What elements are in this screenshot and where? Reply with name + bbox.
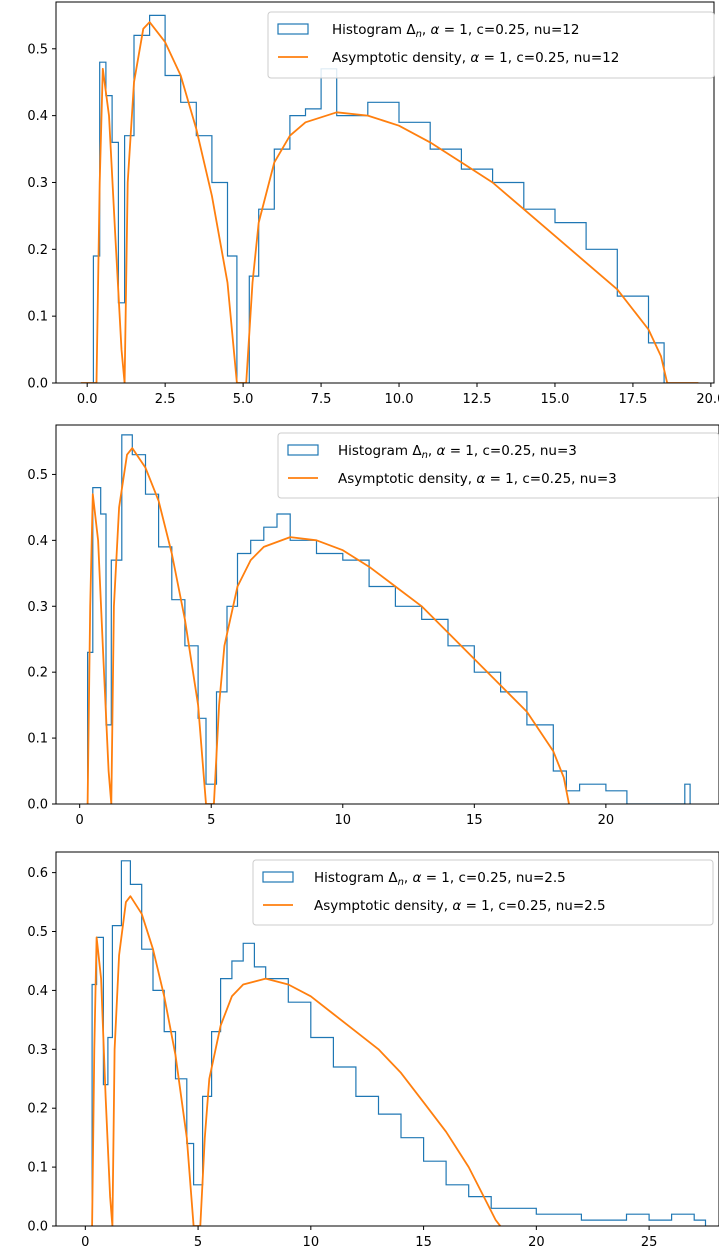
legend-text-part: Asymptotic density, bbox=[314, 898, 452, 914]
chart-panel-3: 0 5 10 15 20 25 0.0 0.1 0.2 0.3 0.4 0.5 0.6 Histogram… bbox=[27, 851, 719, 1250]
density-series bbox=[91, 895, 502, 1226]
legend-text-part: Histogram Δ bbox=[332, 22, 416, 38]
x-tick-label: 15 bbox=[415, 1235, 432, 1250]
axes-frame bbox=[55, 851, 719, 1227]
y-tick-label: 0.2 bbox=[27, 1102, 48, 1117]
x-tick-label: 20.0 bbox=[696, 392, 719, 407]
y-tick-label: 0.1 bbox=[27, 1161, 48, 1176]
legend-text-part: c=0.25, nu=3 bbox=[482, 443, 576, 459]
y-tick-label: 0.4 bbox=[27, 534, 48, 549]
chart-panel-1: 0.0 2.5 5.0 7.5 10.0 12.5 15.0 17.5 20.0 0.0 0.1 0.… bbox=[27, 1, 719, 407]
y-tick-label: 0.0 bbox=[27, 798, 48, 813]
x-tick-label: 10 bbox=[303, 1235, 320, 1250]
legend-box bbox=[267, 11, 715, 79]
x-tick-label: 10 bbox=[335, 813, 352, 828]
y-tick-label: 0.6 bbox=[27, 866, 48, 881]
y-tick-label: 0.4 bbox=[27, 109, 48, 124]
y-tick-label: 0.5 bbox=[27, 468, 48, 483]
y-tick-label: 0.3 bbox=[27, 1043, 48, 1058]
density-series bbox=[86, 447, 570, 804]
legend-alpha: α bbox=[470, 50, 479, 66]
histogram-series bbox=[92, 14, 665, 383]
legend: Histogram Δn, α = 1, c=0.25, nu=2.5Asymp… bbox=[252, 859, 714, 926]
legend-histogram-label: Histogram Δn, α = 1, c=0.25, nu=2.5 bbox=[314, 870, 566, 888]
legend-text-part: = 1, bbox=[479, 50, 516, 66]
legend-text-part: , bbox=[404, 870, 413, 886]
legend-text-part: c=0.25, nu=12 bbox=[516, 50, 619, 66]
legend: Histogram Δn, α = 1, c=0.25, nu=12Asympt… bbox=[267, 11, 715, 79]
legend-alpha: α bbox=[437, 443, 446, 459]
legend-alpha: α bbox=[452, 898, 461, 914]
legend-text-part: Asymptotic density, bbox=[338, 471, 476, 487]
x-tick-label: 7.5 bbox=[311, 392, 332, 407]
legend-text-part: = 1, bbox=[485, 471, 522, 487]
legend-text-part: = 1, bbox=[461, 898, 498, 914]
y-tick-label: 0.3 bbox=[27, 600, 48, 615]
x-tick-label: 20 bbox=[528, 1235, 545, 1250]
legend-density-label: Asymptotic density, α = 1, c=0.25, nu=12 bbox=[332, 50, 619, 66]
x-tick-label: 5.0 bbox=[233, 392, 254, 407]
x-tick-label: 15.0 bbox=[540, 392, 569, 407]
x-tick-label: 17.5 bbox=[618, 392, 647, 407]
legend: Histogram Δn, α = 1, c=0.25, nu=3Asympto… bbox=[277, 432, 719, 499]
legend-histogram-swatch bbox=[277, 23, 309, 35]
legend-box bbox=[277, 432, 719, 499]
x-tick-label: 12.5 bbox=[463, 392, 492, 407]
legend-alpha: α bbox=[431, 22, 440, 38]
legend-histogram-label: Histogram Δn, α = 1, c=0.25, nu=3 bbox=[338, 443, 577, 461]
y-tick-label: 0.1 bbox=[27, 732, 48, 747]
x-tick-label: 0.0 bbox=[77, 392, 98, 407]
legend-text-part: , bbox=[422, 22, 431, 38]
legend-text-part: = 1, bbox=[439, 22, 476, 38]
y-tick-label: 0.0 bbox=[27, 377, 48, 392]
x-tick-label: 0 bbox=[76, 813, 84, 828]
x-tick-label: 15 bbox=[466, 813, 483, 828]
axes-frame bbox=[55, 1, 715, 384]
legend-subscript: n bbox=[416, 29, 422, 40]
x-tick-label: 2.5 bbox=[155, 392, 176, 407]
y-tick-label: 0.5 bbox=[27, 925, 48, 940]
x-tick-label: 25 bbox=[641, 1235, 658, 1250]
x-tick-label: 5 bbox=[207, 813, 215, 828]
legend-density-label: Asymptotic density, α = 1, c=0.25, nu=3 bbox=[338, 471, 617, 487]
legend-subscript: n bbox=[398, 877, 404, 888]
density-series bbox=[80, 21, 699, 383]
legend-text-part: c=0.25, nu=2.5 bbox=[498, 898, 605, 914]
legend-text-part: = 1, bbox=[421, 870, 458, 886]
legend-text-part: , bbox=[428, 443, 437, 459]
legend-text-part: c=0.25, nu=12 bbox=[476, 22, 579, 38]
y-tick-label: 0.0 bbox=[27, 1220, 48, 1235]
legend-text-part: Asymptotic density, bbox=[332, 50, 470, 66]
y-tick-label: 0.3 bbox=[27, 176, 48, 191]
x-tick-label: 0 bbox=[81, 1235, 89, 1250]
legend-text-part: Histogram Δ bbox=[314, 870, 398, 886]
legend-subscript: n bbox=[422, 450, 428, 461]
y-tick-label: 0.2 bbox=[27, 243, 48, 258]
chart-panel-2: 0 5 10 15 20 0.0 0.1 0.2 0.3 0.4 0.5 Histogram Δn, … bbox=[27, 424, 719, 828]
y-tick-label: 0.4 bbox=[27, 984, 48, 999]
legend-histogram-swatch bbox=[262, 871, 294, 883]
histogram-series bbox=[91, 860, 707, 1226]
legend-histogram-swatch bbox=[287, 444, 319, 456]
axes-frame bbox=[55, 424, 719, 805]
legend-text-part: c=0.25, nu=2.5 bbox=[458, 870, 565, 886]
y-tick-label: 0.1 bbox=[27, 310, 48, 325]
x-tick-label: 5 bbox=[194, 1235, 202, 1250]
legend-alpha: α bbox=[476, 471, 485, 487]
legend-box bbox=[252, 859, 714, 926]
legend-text-part: c=0.25, nu=3 bbox=[522, 471, 616, 487]
y-tick-label: 0.5 bbox=[27, 42, 48, 57]
x-tick-label: 20 bbox=[598, 813, 615, 828]
histogram-series bbox=[87, 434, 691, 804]
y-tick-label: 0.2 bbox=[27, 666, 48, 681]
legend-alpha: α bbox=[413, 870, 422, 886]
x-tick-label: 10.0 bbox=[385, 392, 414, 407]
legend-text-part: = 1, bbox=[445, 443, 482, 459]
legend-text-part: Histogram Δ bbox=[338, 443, 422, 459]
legend-density-label: Asymptotic density, α = 1, c=0.25, nu=2.… bbox=[314, 898, 606, 914]
legend-histogram-label: Histogram Δn, α = 1, c=0.25, nu=12 bbox=[332, 22, 579, 40]
